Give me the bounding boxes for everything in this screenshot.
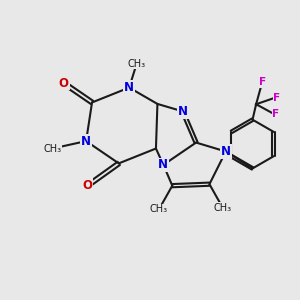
Text: F: F	[259, 77, 266, 87]
Text: N: N	[178, 105, 188, 118]
Text: CH₃: CH₃	[150, 204, 168, 214]
Text: CH₃: CH₃	[214, 203, 232, 213]
Text: N: N	[221, 145, 231, 158]
Text: O: O	[82, 179, 93, 192]
Text: N: N	[124, 81, 134, 94]
Text: F: F	[273, 93, 280, 103]
Text: O: O	[59, 76, 69, 90]
Text: CH₃: CH₃	[44, 143, 62, 154]
Text: F: F	[272, 109, 280, 119]
Text: N: N	[158, 158, 168, 171]
Text: CH₃: CH₃	[128, 59, 146, 69]
Text: N: N	[81, 135, 91, 148]
